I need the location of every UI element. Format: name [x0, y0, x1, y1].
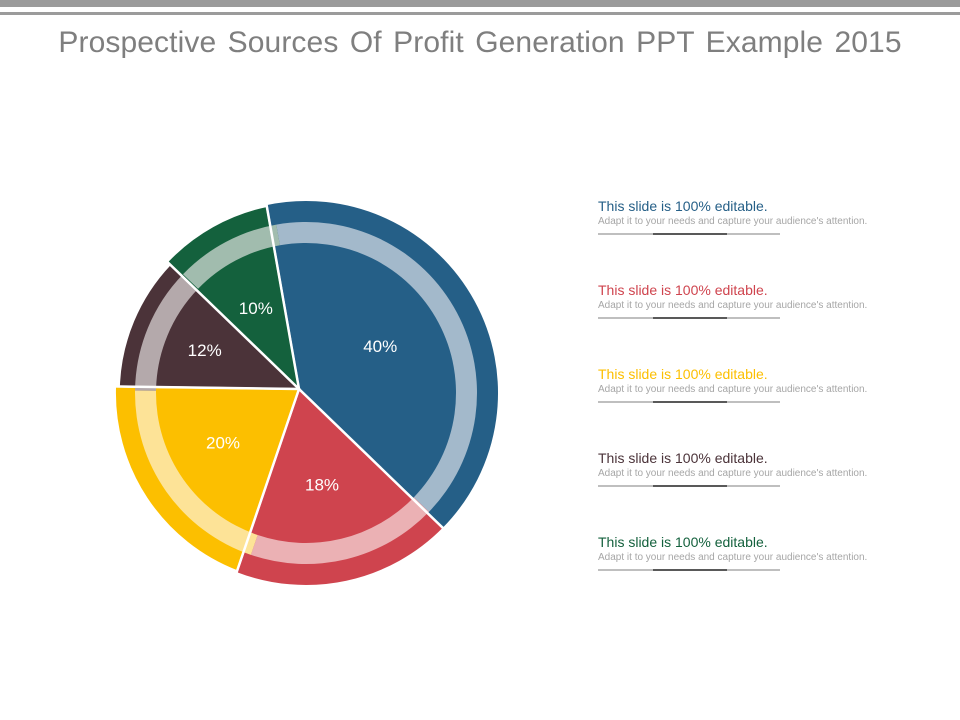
- pie-separator-4: [111, 385, 300, 391]
- pie-slice-5: [165, 204, 301, 392]
- pie-ring-4: [135, 274, 199, 391]
- top-decorative-line: [0, 12, 960, 15]
- legend-divider-3: [598, 401, 780, 403]
- legend-divider-5: [598, 569, 780, 571]
- legend-heading-3: This slide is 100% editable.: [598, 366, 768, 382]
- pie-separator-5: [163, 258, 300, 390]
- legend-item-3: This slide is 100% editable. Adapt it to…: [598, 366, 888, 403]
- legend-item-4: This slide is 100% editable. Adapt it to…: [598, 450, 888, 487]
- pie-slice-4: [117, 262, 302, 391]
- pie-label-2: 18%: [305, 475, 339, 494]
- pie-ring-5: [182, 224, 280, 289]
- legend-body-2: Adapt it to your needs and capture your …: [598, 300, 868, 311]
- legend-body-4: Adapt it to your needs and capture your …: [598, 468, 868, 479]
- pie-separator-2: [298, 388, 446, 531]
- pie-ring-1: [276, 221, 478, 512]
- legend-body-3: Adapt it to your needs and capture your …: [598, 384, 868, 395]
- legend-item-2: This slide is 100% editable. Adapt it to…: [598, 282, 888, 319]
- pie-slice-1: [265, 199, 500, 530]
- legend-item-5: This slide is 100% editable. Adapt it to…: [598, 534, 888, 571]
- pie-ring-2: [250, 497, 430, 564]
- legend-divider-1: [598, 233, 780, 235]
- legend-heading-1: This slide is 100% editable.: [598, 198, 768, 214]
- legend-body-1: Adapt it to your needs and capture your …: [598, 216, 868, 227]
- pie-label-5: 10%: [239, 299, 273, 318]
- pie-separator-1: [264, 201, 301, 390]
- slide-title: Prospective Sources Of Profit Generation…: [58, 26, 902, 59]
- legend-item-1: This slide is 100% editable. Adapt it to…: [598, 198, 888, 235]
- legend-heading-2: This slide is 100% editable.: [598, 282, 768, 298]
- pie-separator-3: [234, 388, 301, 576]
- pie-label-1: 40%: [363, 337, 397, 356]
- pie-ring-3: [134, 390, 258, 555]
- top-decorative-bar: [0, 0, 960, 7]
- legend-heading-4: This slide is 100% editable.: [598, 450, 768, 466]
- pie-label-3: 20%: [206, 434, 240, 453]
- pie-label-4: 12%: [188, 341, 222, 360]
- legend-divider-2: [598, 317, 780, 319]
- legend-divider-4: [598, 485, 780, 487]
- legend-body-5: Adapt it to your needs and capture your …: [598, 552, 868, 563]
- legend-heading-5: This slide is 100% editable.: [598, 534, 768, 550]
